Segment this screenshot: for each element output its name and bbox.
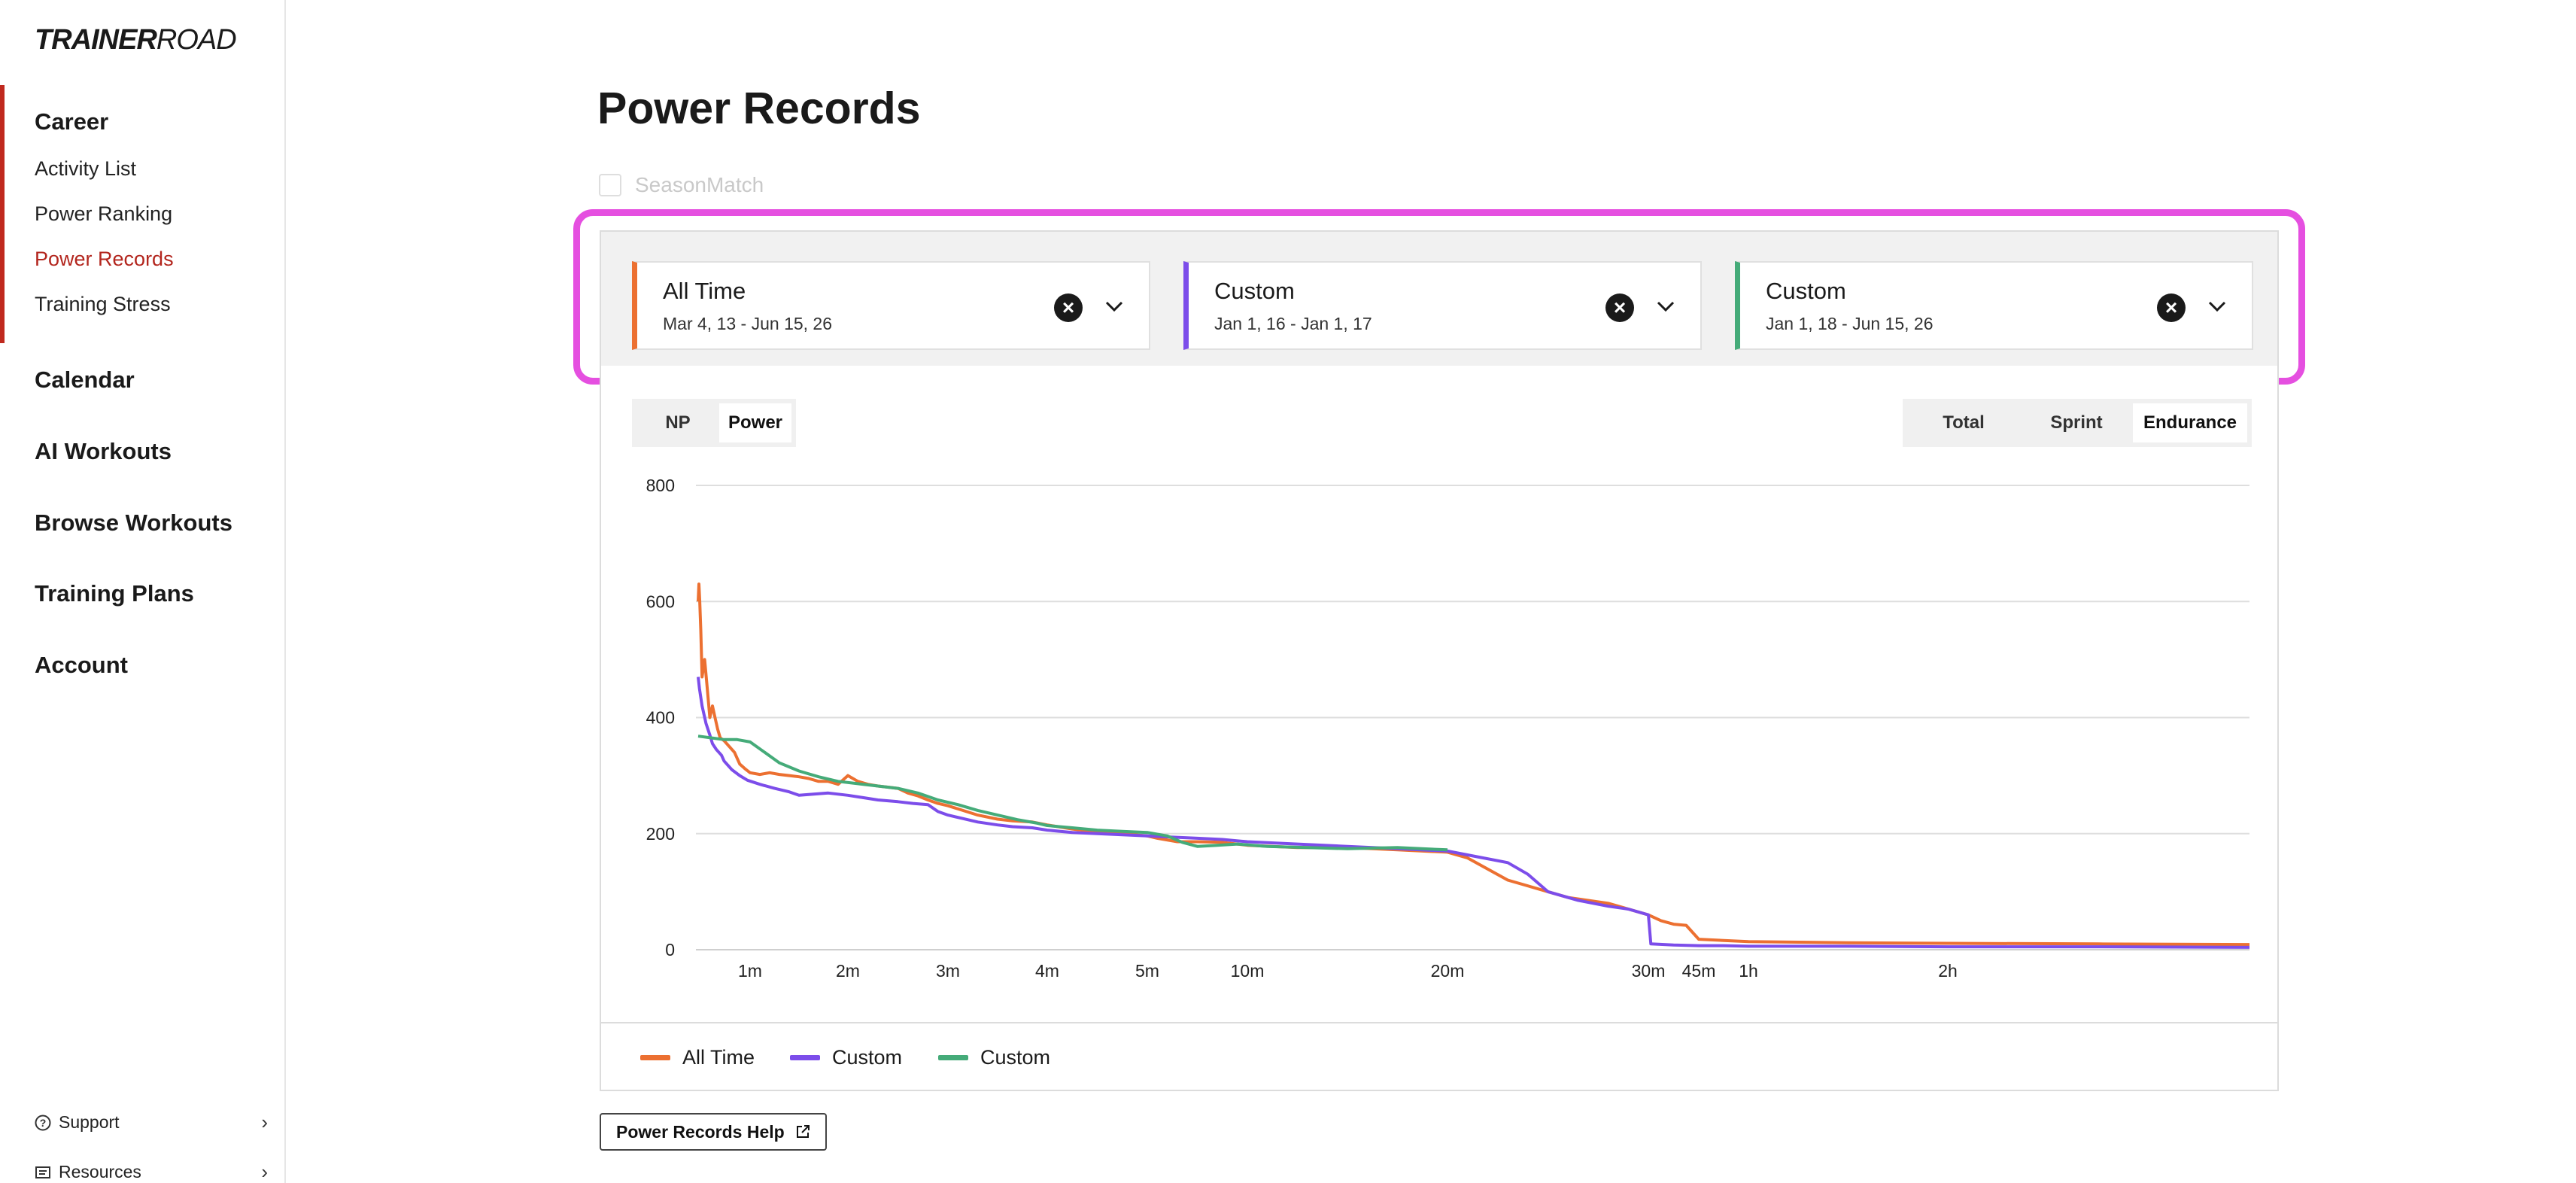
- resources-link[interactable]: Resources ›: [35, 1160, 268, 1183]
- series-line-2: [697, 734, 1448, 852]
- y-tick-label: 800: [646, 476, 675, 495]
- help-circle-icon: ?: [35, 1115, 51, 1131]
- seasonmatch-toggle[interactable]: SeasonMatch: [599, 173, 764, 197]
- filter-range: Jan 1, 16 - Jan 1, 17: [1214, 314, 1372, 333]
- chevron-right-icon: ›: [261, 1111, 268, 1133]
- x-tick-label: 2m: [836, 961, 860, 981]
- logo-bold: TRAINER: [35, 24, 157, 56]
- x-axis-ticks: 1m 2m 3m 4m 5m 10m 20m 30m 45m 1h 2h: [738, 961, 1958, 981]
- filter-custom-1[interactable]: Custom Jan 1, 16 - Jan 1, 17 ×: [1183, 261, 1702, 350]
- sidebar: TRAINERROAD Career Activity List Power R…: [0, 0, 286, 1183]
- external-link-icon: [796, 1125, 810, 1138]
- document-list-icon: [35, 1164, 51, 1181]
- x-tick-label: 1m: [738, 961, 762, 981]
- chevron-down-icon[interactable]: [2204, 293, 2231, 320]
- nav-power-ranking[interactable]: Power Ranking: [35, 202, 173, 225]
- chevron-right-icon: ›: [261, 1160, 268, 1183]
- nav-career[interactable]: Career: [35, 108, 109, 135]
- legend-item-custom-2[interactable]: Custom: [938, 1046, 1050, 1069]
- legend-swatch: [640, 1055, 670, 1060]
- filter-range: Mar 4, 13 - Jun 15, 26: [663, 314, 833, 333]
- x-tick-label: 2h: [1938, 961, 1958, 981]
- x-tick-label: 1h: [1739, 961, 1758, 981]
- legend-label: Custom: [832, 1046, 903, 1069]
- x-tick-label: 3m: [936, 961, 960, 981]
- nav-activity-list[interactable]: Activity List: [35, 157, 137, 180]
- support-label: Support: [59, 1112, 120, 1132]
- clear-icon[interactable]: ×: [1054, 293, 1083, 322]
- nav-training-plans[interactable]: Training Plans: [35, 580, 194, 607]
- svg-text:?: ?: [40, 1117, 47, 1129]
- y-tick-label: 0: [665, 940, 675, 959]
- nav-account[interactable]: Account: [35, 652, 128, 678]
- support-link[interactable]: ? Support ›: [35, 1111, 268, 1134]
- filter-name: Custom: [1214, 278, 1295, 304]
- nav-calendar[interactable]: Calendar: [35, 366, 135, 393]
- chevron-down-icon[interactable]: [1101, 293, 1128, 320]
- filter-name: All Time: [663, 278, 746, 304]
- page-title: Power Records: [597, 84, 921, 133]
- nav-power-records[interactable]: Power Records: [35, 248, 174, 270]
- y-axis-ticks: 0 200 400 600 800: [646, 476, 675, 959]
- nav-training-stress[interactable]: Training Stress: [35, 293, 171, 315]
- power-records-help-button[interactable]: Power Records Help: [600, 1113, 827, 1151]
- filter-range: Jan 1, 18 - Jun 15, 26: [1766, 314, 1934, 333]
- x-tick-label: 45m: [1682, 961, 1716, 981]
- toggle-total[interactable]: Total: [1943, 412, 1985, 433]
- chart-grid: [696, 485, 2249, 950]
- resources-label: Resources: [59, 1162, 141, 1181]
- y-tick-label: 200: [646, 824, 675, 844]
- x-tick-label: 20m: [1431, 961, 1465, 981]
- clear-icon[interactable]: ×: [1605, 293, 1634, 322]
- toggle-power[interactable]: Power: [719, 403, 791, 442]
- filter-all-time[interactable]: All Time Mar 4, 13 - Jun 15, 26 ×: [632, 261, 1150, 350]
- trainerroad-logo[interactable]: TRAINERROAD: [35, 24, 237, 56]
- toggle-endurance[interactable]: Endurance: [2133, 403, 2247, 442]
- series-line-0: [697, 582, 2250, 947]
- legend-divider: [600, 1022, 2279, 1023]
- toggle-sprint[interactable]: Sprint: [2050, 412, 2103, 433]
- series-line-1: [697, 677, 2250, 949]
- chart-card: [600, 366, 2279, 1091]
- x-tick-label: 10m: [1231, 961, 1265, 981]
- x-tick-label: 5m: [1135, 961, 1159, 981]
- range-toggle: Total Sprint Endurance: [1903, 399, 2252, 447]
- legend-label: All Time: [682, 1046, 755, 1069]
- seasonmatch-checkbox[interactable]: [599, 174, 621, 196]
- chart-series: [697, 582, 2250, 949]
- chevron-down-icon[interactable]: [1652, 293, 1679, 320]
- legend-item-all-time[interactable]: All Time: [640, 1046, 755, 1069]
- metric-toggle: NP Power: [632, 399, 796, 447]
- x-tick-label: 4m: [1035, 961, 1059, 981]
- y-tick-label: 400: [646, 708, 675, 728]
- x-tick-label: 30m: [1632, 961, 1666, 981]
- filter-name: Custom: [1766, 278, 1846, 304]
- legend-swatch: [938, 1055, 968, 1060]
- filter-custom-2[interactable]: Custom Jan 1, 18 - Jun 15, 26 ×: [1735, 261, 2253, 350]
- legend-label: Custom: [980, 1046, 1051, 1069]
- y-tick-label: 600: [646, 592, 675, 611]
- career-section-indicator: [0, 85, 5, 343]
- legend-item-custom-1[interactable]: Custom: [790, 1046, 902, 1069]
- nav-ai-workouts[interactable]: AI Workouts: [35, 438, 172, 464]
- help-button-label: Power Records Help: [616, 1121, 785, 1142]
- legend-swatch: [790, 1055, 820, 1060]
- nav-browse-workouts[interactable]: Browse Workouts: [35, 509, 232, 536]
- seasonmatch-label: SeasonMatch: [635, 173, 764, 196]
- logo-light: ROAD: [156, 24, 237, 56]
- toggle-np[interactable]: NP: [665, 412, 691, 433]
- clear-icon[interactable]: ×: [2157, 293, 2186, 322]
